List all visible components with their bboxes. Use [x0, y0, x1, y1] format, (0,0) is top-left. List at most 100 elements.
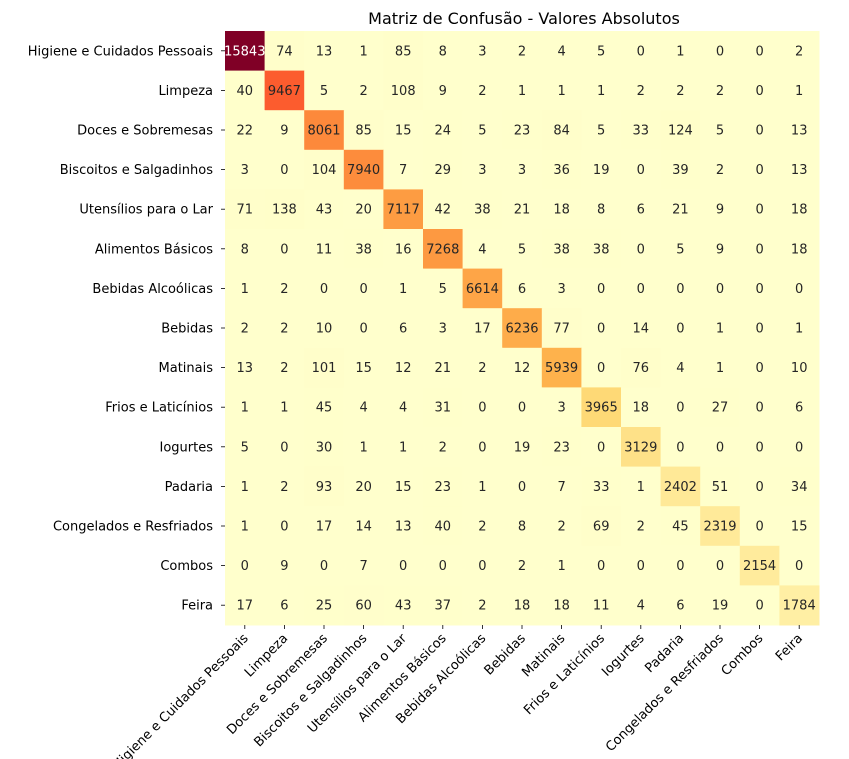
heatmap-cell: [423, 387, 464, 428]
heatmap-cell: [541, 545, 582, 586]
cell-value-label: 8061: [307, 124, 340, 139]
heatmap-cell: [739, 427, 780, 468]
cell-value-label: 1: [280, 401, 288, 416]
heatmap-cell: [621, 149, 662, 190]
cell-value-label: 0: [755, 163, 763, 178]
heatmap-cell: [225, 149, 266, 190]
cell-value-label: 1: [716, 322, 724, 337]
heatmap-cell: [779, 31, 820, 72]
heatmap-cell: [343, 189, 384, 230]
cell-value-label: 23: [514, 124, 531, 139]
heatmap-cell: [621, 545, 662, 586]
y-tick-label: Limpeza: [158, 84, 213, 99]
cell-value-label: 0: [755, 282, 763, 297]
heatmap-cell: [621, 70, 662, 111]
heatmap-cell: [462, 268, 503, 309]
cell-value-label: 43: [395, 599, 412, 614]
cell-value-label: 6: [518, 282, 526, 297]
heatmap-cell: [502, 70, 543, 111]
heatmap-cell: [541, 31, 582, 72]
cell-value-label: 45: [316, 401, 333, 416]
heatmap-cell: [621, 347, 662, 388]
cell-value-label: 33: [593, 480, 610, 495]
heatmap-cell: [502, 347, 543, 388]
heatmap-cell: [462, 387, 503, 428]
heatmap-cell: [264, 70, 305, 111]
cell-value-label: 1: [399, 282, 407, 297]
cell-value-label: 1: [241, 480, 249, 495]
cell-value-label: 2: [359, 84, 367, 99]
cell-value-label: 0: [755, 203, 763, 218]
heatmap-cell: [383, 347, 424, 388]
cell-value-label: 71: [237, 203, 254, 218]
heatmap-cell: [304, 427, 345, 468]
heatmap-cell: [660, 545, 701, 586]
heatmap-cell: [423, 268, 464, 309]
cell-value-label: 2319: [703, 520, 736, 535]
heatmap-cell: [700, 347, 741, 388]
heatmap-cell: [739, 229, 780, 270]
heatmap-cell: [700, 585, 741, 626]
cell-value-label: 42: [435, 203, 452, 218]
cell-value-label: 7117: [387, 203, 420, 218]
cell-value-label: 0: [795, 440, 803, 455]
heatmap-cell: [502, 308, 543, 349]
heatmap-cell: [739, 268, 780, 309]
heatmap-cell: [343, 387, 384, 428]
cell-value-label: 21: [435, 361, 452, 376]
cell-value-label: 84: [553, 124, 570, 139]
heatmap-cell: [225, 545, 266, 586]
heatmap-cell: [621, 427, 662, 468]
x-tick-label: Combos: [719, 631, 767, 679]
heatmap-cell: [264, 308, 305, 349]
heatmap-cell: [779, 585, 820, 626]
heatmap-cell: [502, 31, 543, 72]
heatmap-cell: [304, 545, 345, 586]
cell-value-label: 0: [795, 282, 803, 297]
heatmap-cell: [264, 545, 305, 586]
cell-value-label: 0: [755, 480, 763, 495]
cell-value-label: 0: [716, 282, 724, 297]
cell-value-label: 1: [359, 44, 367, 59]
heatmap-cell: [581, 149, 622, 190]
heatmap-cell: [541, 110, 582, 151]
cell-value-label: 18: [791, 242, 808, 257]
x-tick-label: Feira: [773, 631, 806, 664]
x-tick-label: Iogurtes: [599, 631, 648, 680]
heatmap-cell: [343, 110, 384, 151]
cell-value-label: 43: [316, 203, 333, 218]
cell-value-label: 5: [597, 44, 605, 59]
cell-value-label: 13: [237, 361, 254, 376]
heatmap-cell: [264, 347, 305, 388]
heatmap-cell: [779, 545, 820, 586]
heatmap-cell: [541, 189, 582, 230]
heatmap-cell: [423, 585, 464, 626]
cell-value-label: 1: [795, 322, 803, 337]
cell-value-label: 7: [557, 480, 565, 495]
cell-value-label: 104: [312, 163, 337, 178]
cell-value-label: 0: [637, 559, 645, 574]
cell-value-label: 45: [672, 520, 689, 535]
cell-value-label: 10: [791, 361, 808, 376]
heatmap-cell: [462, 31, 503, 72]
x-axis-tick-labels: Higiene e Cuidados PessoaisLimpezaDoces …: [110, 631, 806, 759]
heatmap-cell: [304, 229, 345, 270]
cell-value-label: 17: [237, 599, 254, 614]
cell-value-label: 2: [518, 559, 526, 574]
cell-value-label: 15: [395, 124, 412, 139]
heatmap-cell: [423, 229, 464, 270]
cell-value-label: 0: [439, 559, 447, 574]
heatmap-cell: [660, 31, 701, 72]
heatmap-cell: [541, 585, 582, 626]
heatmap-cell: [304, 585, 345, 626]
cell-value-label: 2: [280, 282, 288, 297]
heatmap-cell: [264, 110, 305, 151]
heatmap-cell: [343, 427, 384, 468]
heatmap-cell: [502, 506, 543, 547]
cell-value-label: 2: [716, 84, 724, 99]
cell-value-label: 2: [637, 84, 645, 99]
cell-value-label: 20: [355, 480, 372, 495]
heatmap-cell: [660, 427, 701, 468]
cell-value-label: 2: [557, 520, 565, 535]
cell-value-label: 3: [557, 282, 565, 297]
